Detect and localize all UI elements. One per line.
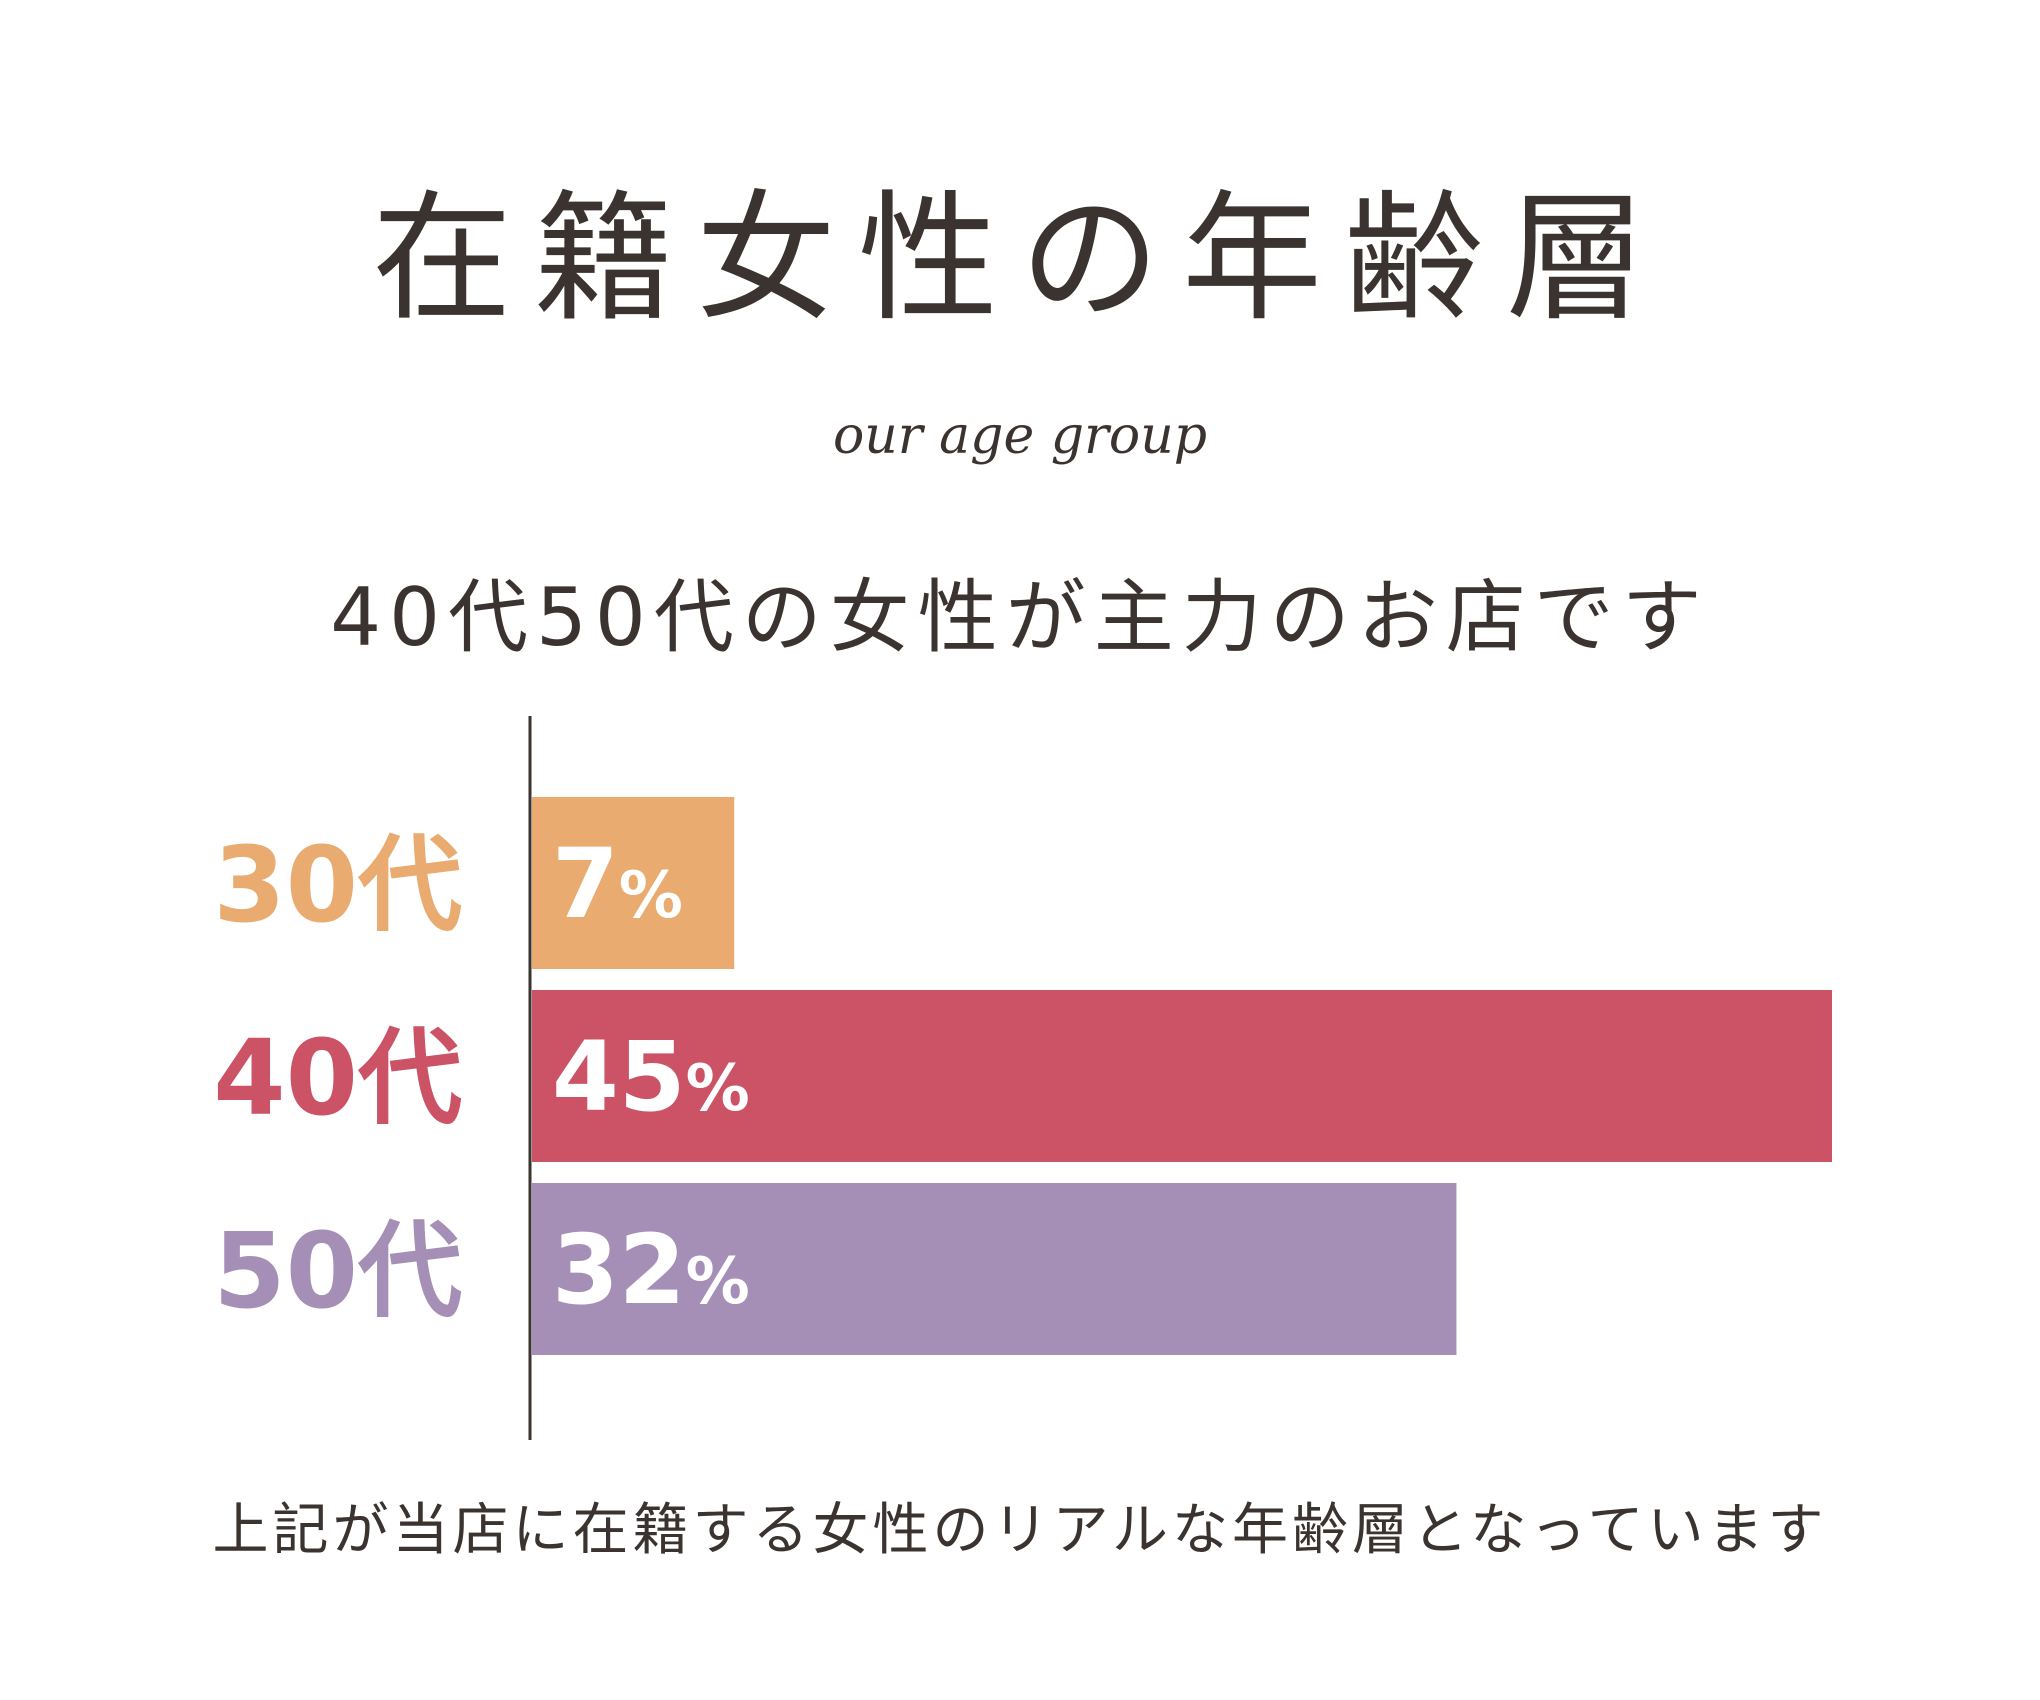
footer-note: 上記が当店に在籍する女性のリアルな年齢層となっています — [212, 1498, 1828, 1563]
page-subtitle: our age group — [832, 406, 1207, 466]
lead-text: 40代50代の女性が主力のお店です — [330, 571, 1710, 664]
value-label: 7% — [552, 828, 683, 940]
category-label: 30代 — [213, 824, 462, 946]
category-label: 40代 — [213, 1017, 462, 1139]
bar-3 — [532, 1183, 1457, 1355]
page-title: 在籍女性の年齢層 — [371, 178, 1668, 341]
bar-1 — [532, 797, 735, 969]
bar-2 — [532, 990, 1832, 1162]
bars-group: 30代 7% 40代 45% 50代 32% — [213, 797, 1832, 1355]
category-label: 50代 — [213, 1210, 462, 1332]
value-label: 45% — [552, 1021, 750, 1133]
value-label: 32% — [552, 1214, 750, 1326]
